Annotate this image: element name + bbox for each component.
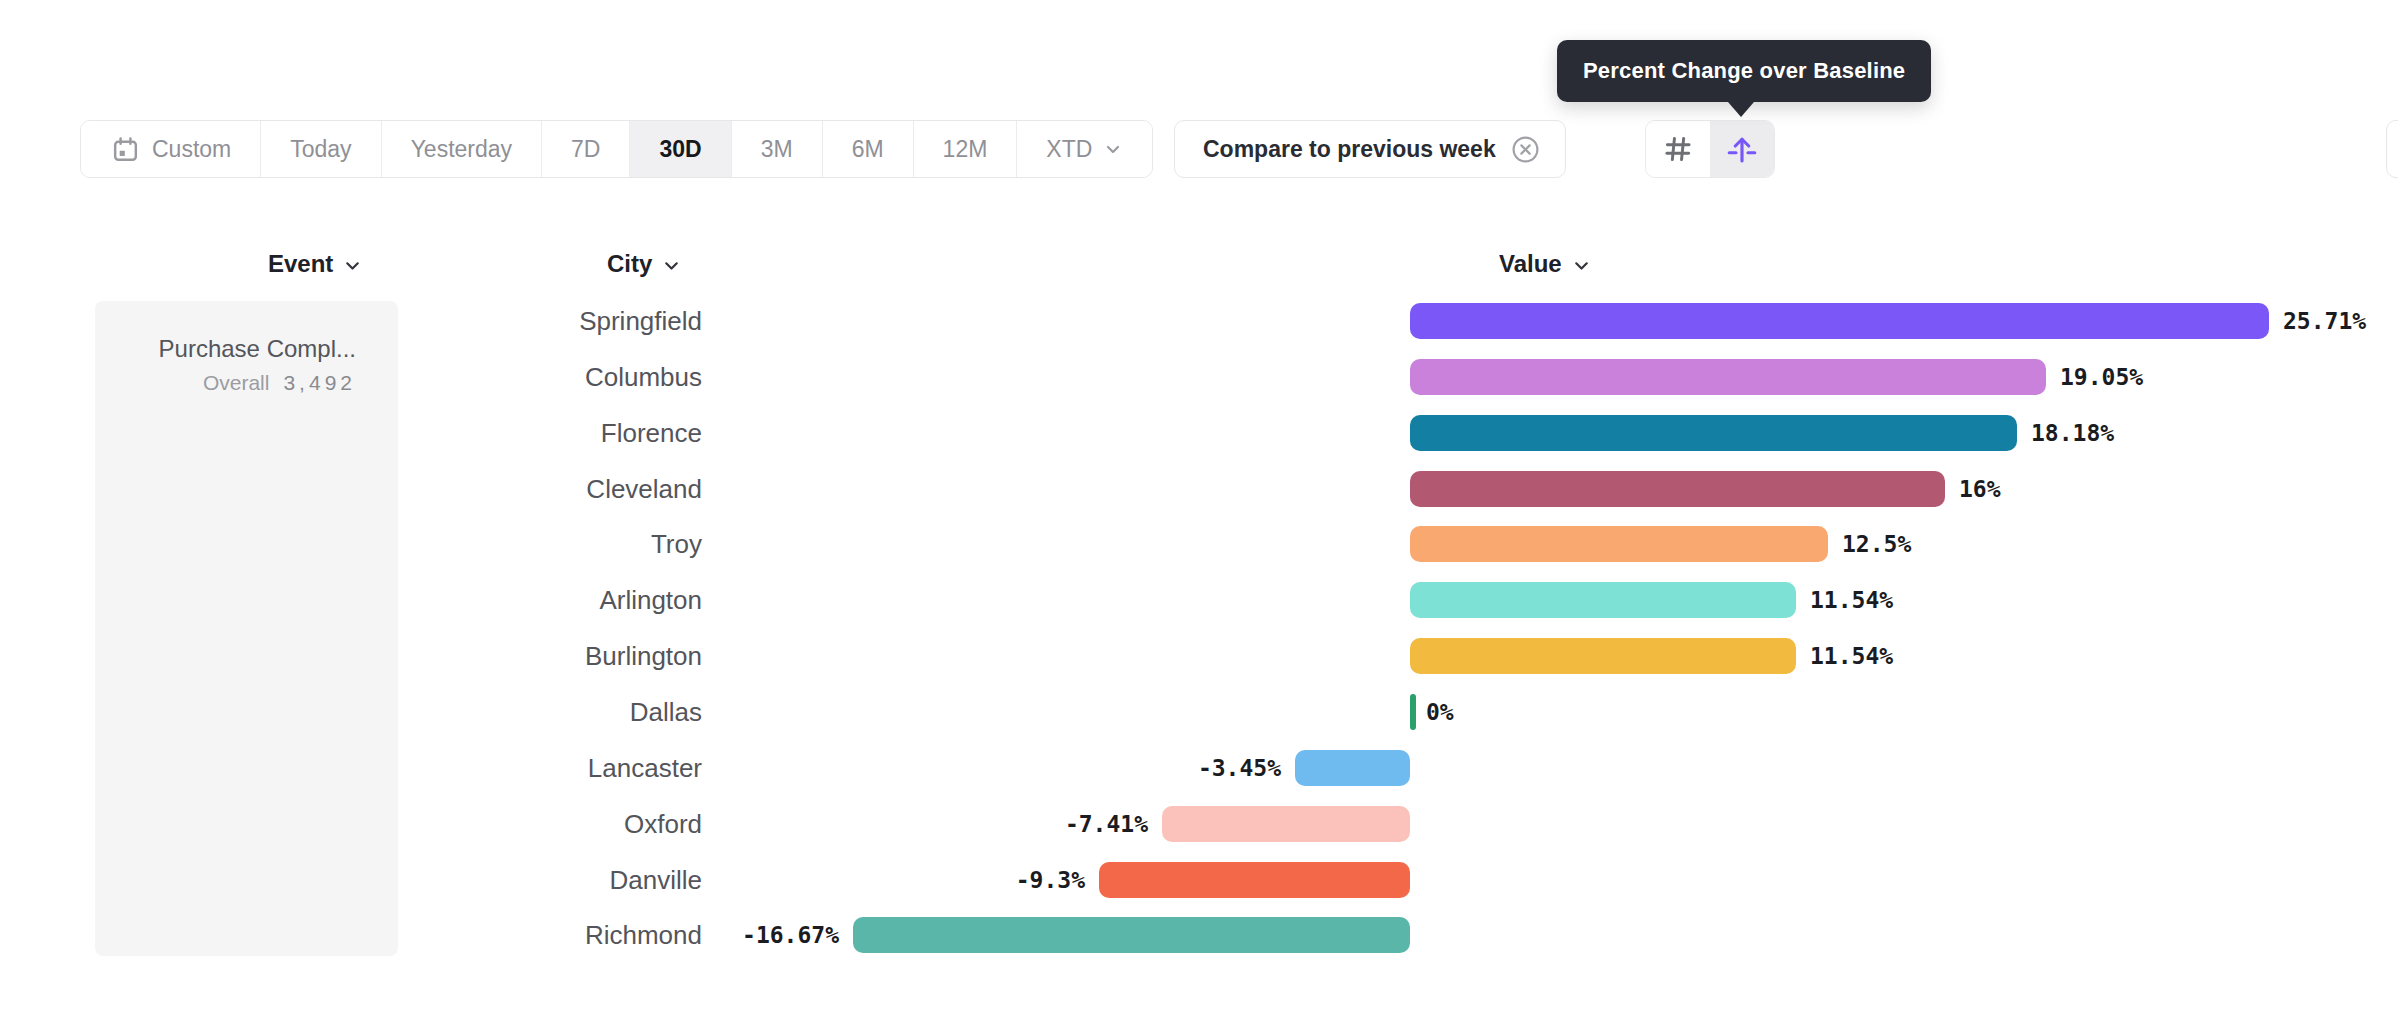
chart-row: Florence 18.18% [0,415,2398,451]
chart-row: Cleveland 16% [0,471,2398,507]
bar-value-label: 18.18% [2031,415,2114,452]
city-label: Oxford [380,806,702,842]
bar[interactable] [1410,471,1945,507]
chart-row: Springfield 25.71% [0,303,2398,339]
bar-value-label: 25.71% [2283,303,2366,340]
bar[interactable] [1410,526,1828,562]
chart-row: Lancaster -3.45% [0,750,2398,786]
city-label: Arlington [380,582,702,618]
chart-row: Columbus 19.05% [0,359,2398,395]
city-label: Danville [380,862,702,898]
chart-row: Danville -9.3% [0,862,2398,898]
bar-value-label: 11.54% [1810,638,1893,675]
bar-value-label: -9.3% [1016,862,1085,899]
bar[interactable] [1099,862,1410,898]
tooltip-percent-change: Percent Change over Baseline [1557,40,1931,102]
chart-row: Arlington 11.54% [0,582,2398,618]
city-label: Burlington [380,638,702,674]
bar-value-label: 0% [1426,694,1454,731]
city-label: Richmond [380,917,702,953]
bar[interactable] [1410,359,2046,395]
bar[interactable] [1410,638,1796,674]
bar-value-label: -3.45% [1198,750,1281,787]
bar-value-label: 16% [1959,471,2001,508]
bar[interactable] [1295,750,1410,786]
bar[interactable] [1410,694,1416,730]
chart-row: Dallas 0% [0,694,2398,730]
city-label: Florence [380,415,702,451]
bar-value-label: 11.54% [1810,582,1893,619]
chart-row: Richmond -16.67% [0,917,2398,953]
chart-row: Troy 12.5% [0,526,2398,562]
tooltip-text: Percent Change over Baseline [1583,58,1905,84]
bar[interactable] [853,917,1410,953]
city-label: Columbus [380,359,702,395]
bar-value-label: -7.41% [1065,806,1148,843]
tooltip-tail [1728,102,1754,117]
bar[interactable] [1410,582,1796,618]
bar-value-label: 19.05% [2060,359,2143,396]
chart-row: Burlington 11.54% [0,638,2398,674]
bar-value-label: -16.67% [742,917,839,954]
bar-chart: Springfield 25.71% Columbus 19.05% Flore… [0,0,2398,1022]
bar-value-label: 12.5% [1842,526,1911,563]
bar[interactable] [1162,806,1410,842]
city-label: Lancaster [380,750,702,786]
city-label: Dallas [380,694,702,730]
chart-row: Oxford -7.41% [0,806,2398,842]
city-label: Troy [380,526,702,562]
city-label: Springfield [380,303,702,339]
bar[interactable] [1410,415,2017,451]
bar[interactable] [1410,303,2269,339]
city-label: Cleveland [380,471,702,507]
